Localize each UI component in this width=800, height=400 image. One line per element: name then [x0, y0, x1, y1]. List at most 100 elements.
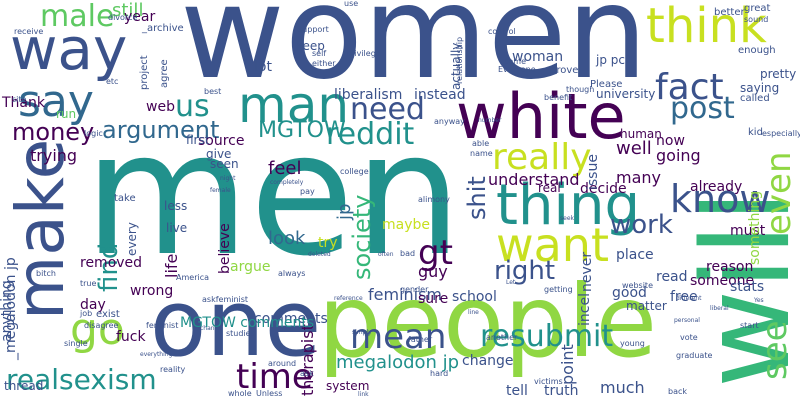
word: Please	[590, 79, 623, 90]
word: white	[456, 80, 626, 153]
word: feel	[268, 158, 302, 179]
word: say	[18, 76, 94, 127]
word: give	[206, 147, 232, 161]
word: argue	[230, 259, 271, 275]
word: young	[620, 339, 645, 348]
word: megalodon jp	[336, 352, 460, 373]
word: good	[612, 285, 647, 301]
word: Yes	[754, 297, 764, 304]
word: source	[198, 133, 245, 149]
word: trying	[30, 146, 78, 165]
word: etc	[106, 77, 119, 86]
word: removed	[80, 255, 143, 271]
word: go	[70, 304, 125, 355]
word: control	[488, 27, 516, 36]
word: liberal	[710, 305, 729, 312]
word: instead	[414, 87, 466, 103]
word: around	[268, 359, 297, 368]
word: exist	[96, 309, 120, 320]
word: another	[486, 333, 518, 342]
word: saying	[740, 81, 780, 95]
word: best	[204, 87, 222, 96]
word: college	[340, 167, 369, 176]
word: getting	[544, 285, 573, 294]
word: stats	[730, 279, 765, 295]
word: great	[744, 3, 771, 14]
word: therapist	[298, 324, 317, 396]
word: many	[616, 168, 661, 187]
word: web	[146, 99, 175, 115]
word: site	[12, 95, 27, 104]
word: either	[312, 59, 336, 68]
word: website	[622, 281, 653, 290]
word: lot	[254, 59, 272, 75]
word: name	[470, 149, 493, 158]
word: real	[538, 181, 561, 195]
word: called	[740, 93, 770, 104]
word: university	[596, 87, 656, 101]
word: less	[164, 199, 188, 213]
word: askfeminist	[202, 295, 249, 304]
word: must	[730, 223, 766, 239]
word: already	[690, 179, 743, 195]
word: understand	[488, 170, 580, 189]
word: everything	[140, 351, 173, 358]
word: better	[714, 7, 745, 18]
word: never	[579, 251, 595, 292]
word: believe	[217, 223, 233, 274]
word: benefit	[544, 93, 573, 102]
word: post	[670, 91, 735, 126]
word: time	[236, 357, 313, 397]
word: gt	[418, 233, 453, 273]
word: run	[56, 107, 77, 121]
word: decide	[580, 181, 627, 197]
word: gender	[400, 285, 429, 294]
word: number	[478, 117, 502, 124]
word: chance	[200, 325, 222, 332]
word: line	[468, 309, 479, 316]
word: privilege	[346, 49, 381, 58]
word: issue	[585, 154, 601, 190]
word: kid	[748, 127, 763, 138]
word: logic	[84, 129, 103, 138]
word: something	[747, 190, 763, 265]
word: place	[616, 247, 654, 263]
word: feminist	[146, 321, 179, 330]
word: one	[150, 270, 322, 377]
word: argument	[102, 116, 220, 144]
word: system	[326, 379, 370, 393]
word: mean	[350, 317, 447, 357]
word: reason	[706, 259, 754, 275]
word: realsexism	[6, 363, 157, 396]
word: come	[504, 57, 527, 66]
word: self	[312, 49, 327, 58]
word: read	[656, 269, 688, 285]
word: need	[350, 92, 425, 127]
word: divorce	[108, 13, 138, 22]
word: want	[496, 218, 610, 272]
word: know	[670, 177, 771, 221]
word: back	[668, 387, 688, 396]
word: first	[186, 133, 210, 147]
word: pay	[300, 187, 315, 196]
word: someone	[690, 273, 755, 289]
word: _archive	[142, 23, 184, 34]
word: free	[670, 289, 698, 305]
word: every	[125, 222, 139, 256]
word: use	[344, 0, 359, 8]
word: resubmit	[480, 319, 614, 354]
word: think	[646, 0, 767, 54]
word: try	[318, 235, 338, 251]
word: _megalodon jp	[3, 257, 19, 360]
word: agree	[159, 59, 170, 88]
word: feminism	[368, 285, 443, 304]
word: human	[620, 127, 662, 141]
word: fact	[655, 67, 724, 108]
word: disagree	[84, 321, 119, 330]
word: Everyone	[498, 65, 536, 74]
word: even	[759, 151, 799, 235]
word: reality	[160, 365, 186, 374]
word: project	[139, 55, 150, 90]
word: right	[494, 256, 556, 286]
word: now	[656, 133, 685, 149]
